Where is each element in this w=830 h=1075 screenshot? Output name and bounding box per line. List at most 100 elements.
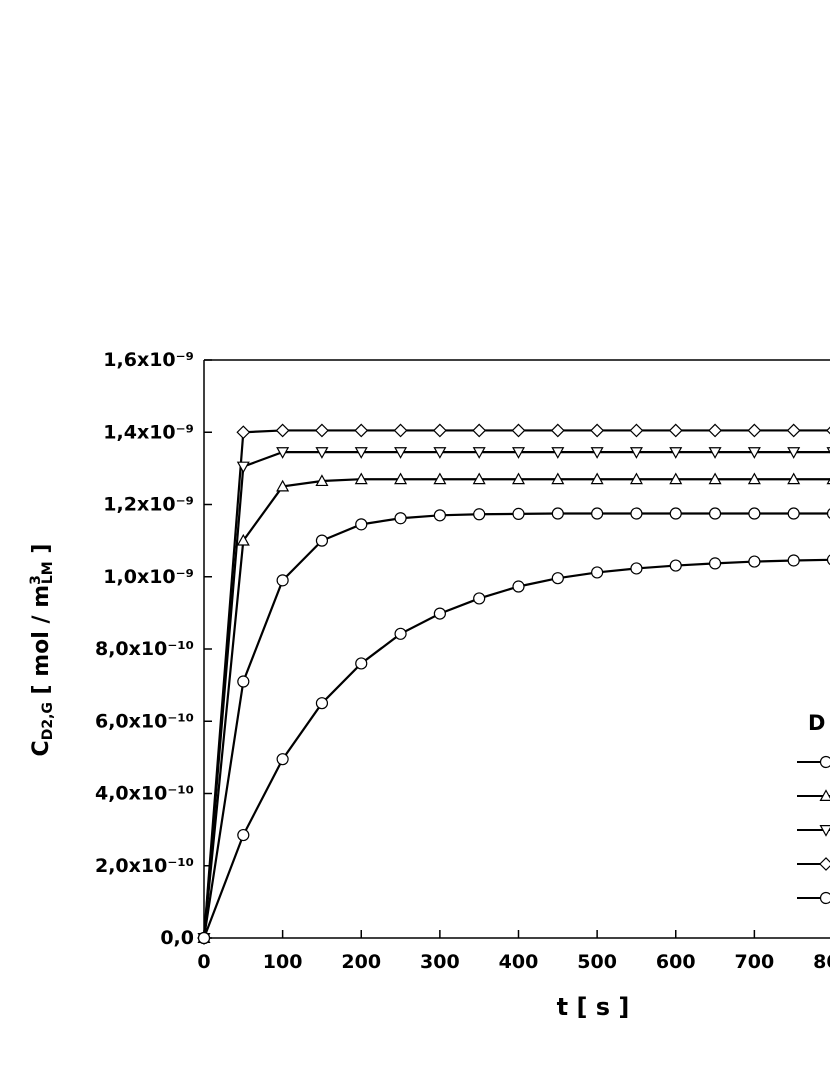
legend-title: D bbox=[808, 711, 825, 735]
y-label-part: [ mol / m bbox=[29, 585, 54, 702]
y-axis-label: CD2,G [ mol / m3LM ] bbox=[28, 544, 57, 757]
marker bbox=[826, 508, 830, 519]
marker bbox=[237, 828, 250, 842]
marker bbox=[394, 472, 408, 485]
marker bbox=[747, 447, 761, 459]
series-line bbox=[202, 558, 830, 939]
marker bbox=[472, 447, 486, 459]
y-label-part: ] bbox=[29, 544, 54, 562]
legend-marker bbox=[819, 789, 830, 802]
marker bbox=[590, 472, 604, 485]
legend-marker bbox=[819, 857, 830, 871]
y-tick-label: 0,0 bbox=[160, 927, 194, 949]
series-line bbox=[202, 478, 830, 939]
marker bbox=[630, 507, 643, 520]
marker bbox=[629, 423, 644, 438]
marker bbox=[591, 507, 604, 520]
x-tick-label: 300 bbox=[420, 951, 460, 973]
marker bbox=[354, 472, 368, 485]
marker bbox=[668, 423, 683, 438]
marker bbox=[591, 566, 604, 579]
marker bbox=[197, 931, 211, 945]
marker bbox=[511, 447, 526, 459]
y-tick-label: 1,2x10⁻⁹ bbox=[103, 494, 194, 516]
marker bbox=[787, 472, 801, 485]
marker bbox=[433, 607, 446, 620]
marker bbox=[473, 592, 486, 605]
marker bbox=[315, 697, 329, 710]
marker bbox=[669, 559, 682, 572]
y-tick-label: 1,0x10⁻⁹ bbox=[103, 566, 194, 588]
marker bbox=[669, 447, 683, 459]
marker bbox=[748, 507, 761, 520]
marker bbox=[355, 657, 368, 670]
marker bbox=[276, 447, 290, 459]
marker bbox=[511, 472, 526, 485]
marker bbox=[629, 447, 643, 459]
marker bbox=[826, 426, 830, 435]
legend-marker bbox=[819, 755, 830, 769]
marker bbox=[669, 507, 682, 520]
series-line bbox=[202, 429, 830, 939]
marker bbox=[275, 423, 290, 438]
marker bbox=[826, 477, 830, 485]
marker bbox=[708, 472, 722, 485]
marker bbox=[747, 472, 761, 485]
marker bbox=[629, 472, 643, 485]
legend-marker bbox=[819, 891, 830, 905]
marker bbox=[512, 507, 525, 520]
marker bbox=[708, 507, 722, 520]
marker bbox=[315, 534, 329, 547]
marker bbox=[433, 447, 447, 459]
marker bbox=[708, 423, 722, 438]
marker bbox=[787, 447, 801, 459]
y-tick-label: 4,0x10⁻¹⁰ bbox=[95, 783, 194, 805]
marker bbox=[826, 554, 830, 566]
marker bbox=[315, 423, 329, 438]
marker bbox=[236, 461, 250, 474]
marker bbox=[551, 507, 564, 520]
marker bbox=[237, 675, 250, 688]
marker bbox=[236, 425, 251, 440]
marker bbox=[355, 518, 368, 531]
y-label-part: D2,G bbox=[40, 702, 56, 740]
x-tick-label: 200 bbox=[341, 951, 381, 973]
marker bbox=[472, 472, 486, 485]
x-tick-label: 700 bbox=[735, 951, 775, 973]
y-label-part: LM bbox=[40, 561, 56, 584]
marker bbox=[433, 509, 446, 522]
marker bbox=[708, 557, 722, 570]
marker bbox=[747, 423, 762, 438]
y-tick-label: 6,0x10⁻¹⁰ bbox=[95, 710, 194, 732]
marker bbox=[432, 423, 447, 438]
x-tick-label: 400 bbox=[499, 951, 539, 973]
y-label-part: 3 bbox=[28, 575, 44, 585]
legend-marker bbox=[819, 824, 830, 837]
y-tick-label: 8,0x10⁻¹⁰ bbox=[95, 638, 194, 660]
marker bbox=[590, 447, 604, 459]
marker bbox=[315, 447, 329, 459]
marker bbox=[394, 512, 407, 525]
marker bbox=[473, 508, 486, 521]
marker bbox=[826, 447, 830, 454]
marker bbox=[550, 423, 565, 438]
marker bbox=[786, 423, 801, 438]
marker bbox=[394, 627, 407, 640]
marker bbox=[787, 554, 800, 567]
marker bbox=[276, 574, 289, 587]
x-tick-label: 500 bbox=[577, 951, 617, 973]
y-tick-label: 1,6x10⁻⁹ bbox=[103, 349, 194, 371]
y-tick-label: 2,0x10⁻¹⁰ bbox=[95, 855, 194, 877]
marker bbox=[354, 423, 369, 438]
marker bbox=[472, 423, 487, 438]
series-line bbox=[202, 451, 830, 939]
marker bbox=[708, 447, 722, 459]
marker bbox=[590, 423, 605, 438]
y-tick-label: 1,4x10⁻⁹ bbox=[103, 421, 194, 443]
marker bbox=[394, 447, 408, 459]
marker bbox=[787, 507, 800, 520]
marker bbox=[276, 753, 289, 766]
marker bbox=[551, 572, 564, 585]
